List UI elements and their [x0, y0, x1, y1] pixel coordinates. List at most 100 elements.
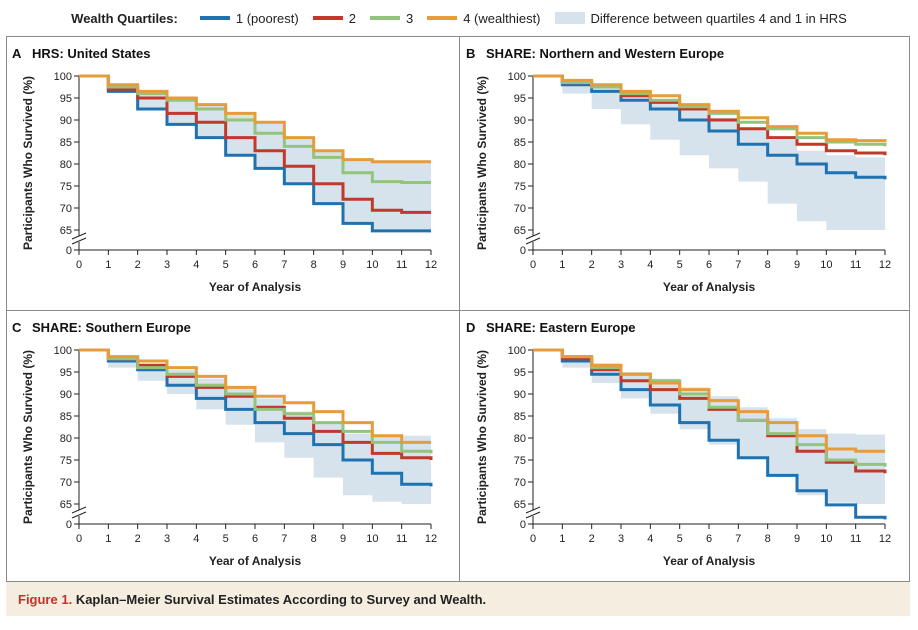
legend-item-q3: 3 [369, 11, 413, 26]
legend-swatch-band [554, 12, 585, 24]
y-tick-label: 75 [514, 455, 526, 467]
series-line-q4 [79, 74, 431, 164]
y-tick-label: 95 [60, 367, 72, 379]
chart-panel-d: D SHARE: Eastern Europe065707580859095100… [466, 320, 891, 568]
x-tick-label: 2 [589, 259, 595, 271]
series-line-q1 [79, 74, 431, 233]
panel-letter: D [466, 320, 475, 335]
x-tick-label: 1 [559, 533, 565, 545]
panel-title: SHARE: Southern Europe [32, 320, 191, 335]
series-line-q4 [533, 74, 887, 143]
legend-label-q2: 2 [348, 10, 356, 26]
y-tick-label: 75 [60, 455, 72, 467]
x-tick-label: 5 [223, 533, 229, 545]
y-tick-label: 90 [60, 115, 72, 127]
x-tick-label: 12 [425, 533, 437, 545]
legend-item-q2: 2 [312, 10, 356, 26]
y-tick-label: 0 [66, 519, 72, 531]
x-tick-label: 8 [311, 533, 317, 545]
x-tick-label: 5 [677, 259, 683, 271]
series-line-q2 [533, 348, 887, 474]
legend: Wealth Quartiles: 1 (poorest) 2 3 4 (wea… [0, 0, 918, 36]
x-tick-label: 6 [252, 259, 258, 271]
x-tick-label: 7 [281, 259, 287, 271]
axis-break-gap [525, 510, 541, 516]
panel-letter: B [466, 46, 475, 61]
y-tick-label: 75 [514, 181, 526, 193]
axis-break-mark [525, 237, 541, 245]
x-tick-label: 9 [340, 533, 346, 545]
series-line-q3 [79, 348, 433, 454]
legend-swatch-q3 [369, 16, 400, 20]
y-tick-label: 85 [514, 411, 526, 423]
x-tick-label: 12 [879, 259, 891, 271]
caption-divider [6, 581, 910, 582]
y-tick-label: 95 [514, 367, 526, 379]
series-line-q4 [79, 348, 431, 444]
series-line-q3 [533, 74, 887, 147]
x-tick-label: 3 [164, 533, 170, 545]
legend-label-q4: 4 (wealthiest) [463, 10, 541, 26]
x-tick-label: 11 [850, 533, 861, 545]
x-tick-label: 1 [559, 259, 565, 271]
y-axis-label: Participants Who Survived (%) [21, 76, 35, 250]
x-tick-label: 6 [252, 533, 258, 545]
y-tick-label: 0 [520, 245, 526, 257]
axis-break-mark [71, 232, 87, 240]
legend-label-q1: 1 (poorest) [235, 10, 299, 26]
panel-letter: C [12, 320, 22, 335]
x-tick-label: 12 [879, 533, 891, 545]
legend-item-q4: 4 (wealthiest) [427, 10, 541, 26]
axis-break-gap [71, 236, 87, 242]
series-line-q4 [533, 348, 885, 453]
x-tick-label: 9 [794, 533, 800, 545]
x-tick-label: 11 [396, 533, 407, 545]
axis-break-gap [525, 236, 541, 242]
x-tick-label: 8 [311, 259, 317, 271]
y-axis-label: Participants Who Survived (%) [21, 350, 35, 524]
chart-panel-b: B SHARE: Northern and Western Europe06570… [466, 46, 891, 294]
panel-divider-horizontal [6, 310, 910, 311]
x-tick-label: 2 [589, 533, 595, 545]
legend-swatch-q4 [427, 16, 458, 20]
x-tick-label: 11 [396, 259, 407, 271]
panel-letter: A [12, 46, 22, 61]
axis-break-mark [71, 506, 87, 514]
series-line-q1 [79, 348, 433, 487]
x-tick-label: 0 [530, 533, 536, 545]
x-tick-label: 7 [281, 533, 287, 545]
y-tick-label: 90 [60, 389, 72, 401]
axis-break-mark [525, 232, 541, 240]
panel-divider-vertical [459, 36, 460, 581]
y-tick-label: 65 [60, 225, 72, 237]
y-tick-label: 70 [60, 477, 72, 489]
axis-break-mark [71, 511, 87, 519]
x-tick-label: 10 [366, 259, 378, 271]
series-line-q3 [533, 348, 887, 467]
x-tick-label: 9 [794, 259, 800, 271]
y-tick-label: 70 [60, 203, 72, 215]
x-tick-label: 0 [76, 533, 82, 545]
x-tick-label: 1 [105, 533, 111, 545]
y-tick-label: 0 [520, 519, 526, 531]
chart-panel-c: C SHARE: Southern Europe06570758085909510… [12, 320, 437, 568]
legend-swatch-q2 [312, 16, 343, 20]
series-line-q1 [533, 348, 887, 520]
axis-break-mark [525, 511, 541, 519]
x-axis-label: Year of Analysis [663, 280, 756, 294]
axis-break-mark [525, 506, 541, 514]
series-line-q2 [79, 74, 431, 214]
y-tick-label: 65 [60, 499, 72, 511]
y-axis-label: Participants Who Survived (%) [475, 76, 489, 250]
x-tick-label: 7 [735, 259, 741, 271]
y-tick-label: 85 [60, 411, 72, 423]
x-tick-label: 4 [193, 533, 199, 545]
x-tick-label: 4 [647, 259, 653, 271]
x-tick-label: 12 [425, 259, 437, 271]
caption-text: Kaplan–Meier Survival Estimates Accordin… [75, 592, 487, 607]
x-tick-label: 2 [135, 259, 141, 271]
x-tick-label: 6 [706, 259, 712, 271]
legend-title: Wealth Quartiles: [71, 10, 178, 26]
x-tick-label: 5 [223, 259, 229, 271]
